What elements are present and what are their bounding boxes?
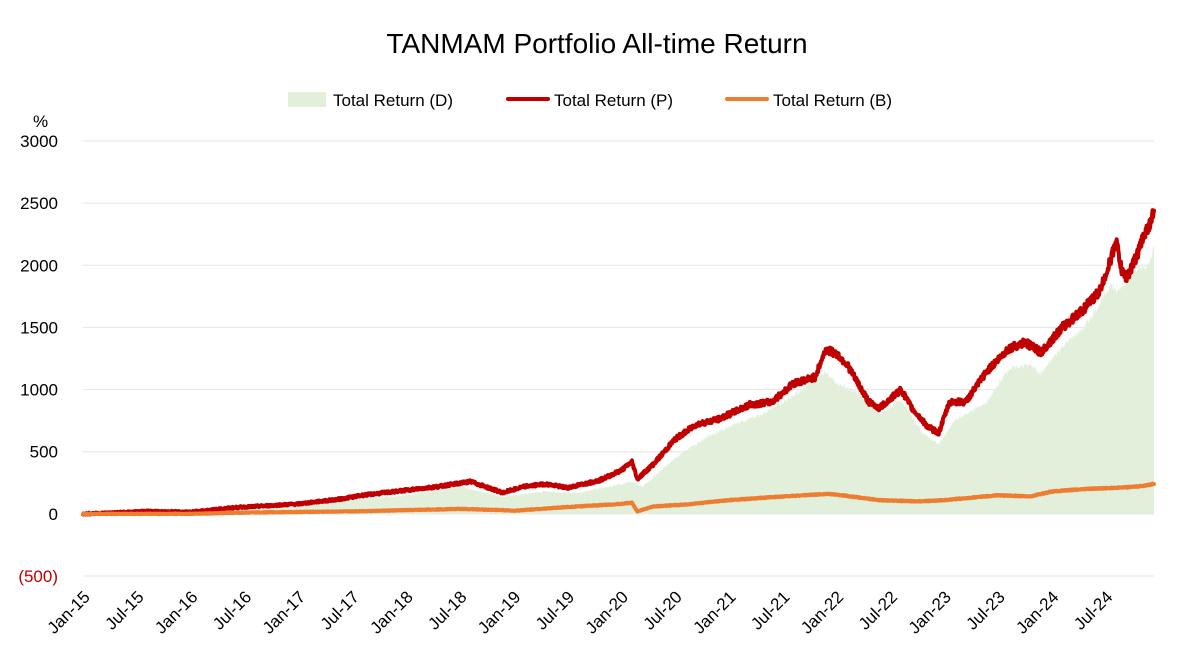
plot-area	[81, 208, 1156, 517]
x-tick-label: Jul-19	[532, 587, 578, 633]
series-line-total-return-b	[81, 481, 1156, 517]
x-tick-label: Jul-15	[101, 587, 147, 633]
legend-label-b: Total Return (B)	[773, 91, 892, 110]
legend-swatch-d	[288, 92, 326, 107]
x-tick-label: Jan-21	[689, 587, 739, 637]
x-tick-label: Jul-18	[424, 587, 470, 633]
y-tick-label: 0	[49, 505, 58, 524]
x-tick-label: Jan-16	[151, 587, 201, 637]
legend-label-d: Total Return (D)	[333, 91, 453, 110]
series-line-total-return-p	[81, 208, 1156, 517]
y-tick-label: 3000	[20, 132, 58, 151]
x-tick-label: Jul-21	[747, 587, 793, 633]
series-area-total-return-d	[83, 246, 1154, 515]
y-tick-label: 1500	[20, 318, 58, 337]
x-tick-label: Jan-19	[474, 587, 524, 637]
y-tick-label: 500	[30, 443, 58, 462]
x-tick-label: Jan-17	[259, 587, 309, 637]
x-axis-ticks: Jan-15 Jul-15 Jan-16 Jul-16 Jan-17 Jul-17 Jan-…	[44, 587, 1117, 637]
y-tick-label: (500)	[18, 567, 58, 586]
x-tick-label: Jan-15	[44, 587, 94, 637]
legend-label-p: Total Return (P)	[554, 91, 673, 110]
x-tick-label: Jan-23	[905, 587, 955, 637]
x-tick-label: Jul-20	[640, 587, 686, 633]
x-tick-label: Jan-18	[367, 587, 417, 637]
y-tick-label: 1000	[20, 381, 58, 400]
x-tick-label: Jul-22	[855, 587, 901, 633]
chart-legend: Total Return (D) Total Return (P) Total …	[288, 91, 892, 110]
x-tick-label: Jul-17	[317, 587, 363, 633]
x-tick-label: Jan-24	[1012, 587, 1062, 637]
y-tick-label: 2000	[20, 256, 58, 275]
x-tick-label: Jul-23	[963, 587, 1009, 633]
x-tick-label: Jan-20	[582, 587, 632, 637]
x-tick-label: Jan-22	[797, 587, 847, 637]
y-axis-unit-label: %	[33, 112, 48, 131]
y-tick-label: 2500	[20, 194, 58, 213]
x-tick-label: Jul-16	[209, 587, 255, 633]
x-tick-label: Jul-24	[1070, 587, 1116, 633]
y-axis-ticks: 3000 2500 2000 1500 1000 500 0 (500)	[18, 132, 58, 586]
chart-title: TANMAM Portfolio All-time Return	[386, 28, 807, 59]
